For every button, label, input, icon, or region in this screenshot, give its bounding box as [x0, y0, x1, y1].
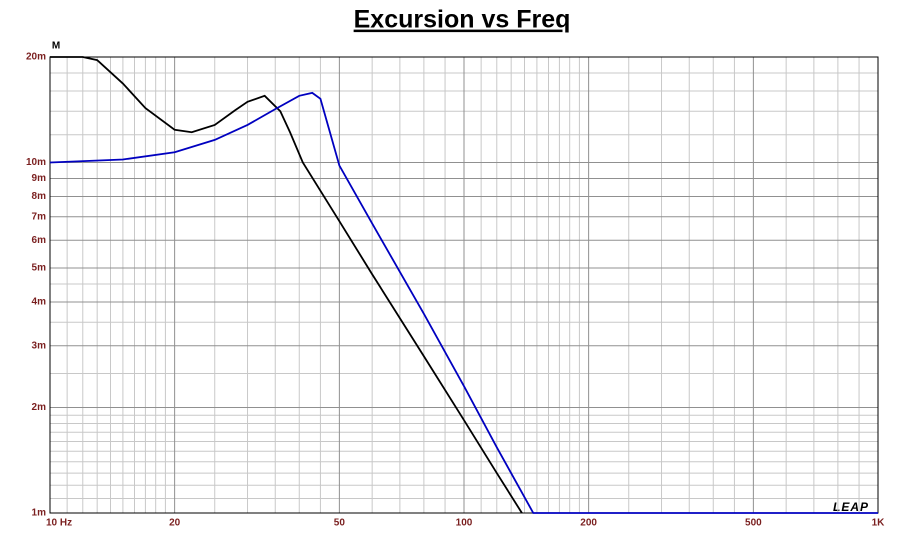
y-tick-label: 5m	[32, 263, 47, 274]
grid	[49, 56, 879, 514]
x-tick-label: 50	[334, 518, 346, 529]
y-tick-label: 1m	[32, 508, 47, 519]
x-tick-label: 10 Hz	[46, 518, 72, 529]
watermark: LEAP	[833, 500, 869, 514]
x-tick-label: 1K	[872, 518, 886, 529]
y-tick-label: 3m	[32, 340, 47, 351]
y-tick-label: 9m	[32, 173, 47, 184]
data-line	[50, 91, 878, 514]
y-unit: M	[52, 41, 60, 52]
y-tick-label: 2m	[32, 402, 47, 413]
x-tick-label: 20	[169, 518, 181, 529]
y-tick-label: 20m	[26, 52, 46, 63]
x-tick-label: 500	[745, 518, 762, 529]
chart-title: Excursion vs Freq	[354, 6, 571, 34]
y-tick-label: 10m	[26, 157, 46, 168]
x-tick-label: 100	[456, 518, 473, 529]
y-tick-label: 4m	[32, 297, 47, 308]
x-tick-label: 200	[580, 518, 597, 529]
data-line	[50, 56, 523, 514]
y-tick-label: 6m	[32, 235, 47, 246]
y-tick-label: 8m	[32, 191, 47, 202]
y-tick-label: 7m	[32, 211, 47, 222]
plot-frame	[49, 56, 879, 514]
